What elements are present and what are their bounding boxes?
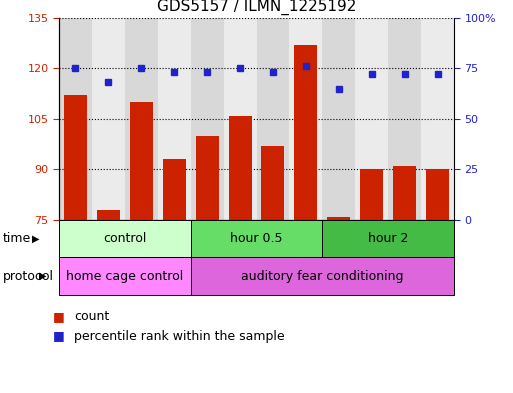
Bar [125, 18, 157, 220]
Bar [59, 18, 92, 220]
Bar [157, 18, 191, 220]
Bar [327, 217, 350, 220]
Bar [59, 257, 191, 295]
Text: hour 0.5: hour 0.5 [230, 232, 283, 245]
Bar [228, 116, 251, 220]
Text: hour 2: hour 2 [368, 232, 408, 245]
Title: GDS5157 / ILMN_1225192: GDS5157 / ILMN_1225192 [157, 0, 356, 15]
Bar [262, 146, 285, 220]
Bar [97, 210, 120, 220]
Bar [355, 18, 388, 220]
Bar [191, 220, 322, 257]
Text: percentile rank within the sample: percentile rank within the sample [74, 329, 285, 343]
Text: ▶: ▶ [39, 271, 47, 281]
Text: home cage control: home cage control [66, 270, 184, 283]
Text: control: control [103, 232, 147, 245]
Bar [393, 166, 416, 220]
Bar [191, 257, 454, 295]
Text: ▶: ▶ [32, 234, 40, 244]
Bar [64, 95, 87, 220]
Bar [163, 160, 186, 220]
Text: protocol: protocol [3, 270, 53, 283]
Bar [224, 18, 256, 220]
Bar [59, 220, 191, 257]
Bar [195, 136, 219, 220]
Bar [294, 45, 318, 220]
Bar [322, 18, 355, 220]
Text: ■: ■ [53, 329, 65, 343]
Bar [426, 169, 449, 220]
Bar [388, 18, 421, 220]
Bar [360, 169, 383, 220]
Bar [256, 18, 289, 220]
Bar [130, 102, 153, 220]
Bar [421, 18, 454, 220]
Text: ■: ■ [53, 310, 65, 323]
Bar [191, 18, 224, 220]
Text: count: count [74, 310, 110, 323]
Text: auditory fear conditioning: auditory fear conditioning [241, 270, 404, 283]
Bar [322, 220, 454, 257]
Bar [289, 18, 322, 220]
Bar [92, 18, 125, 220]
Text: time: time [3, 232, 31, 245]
